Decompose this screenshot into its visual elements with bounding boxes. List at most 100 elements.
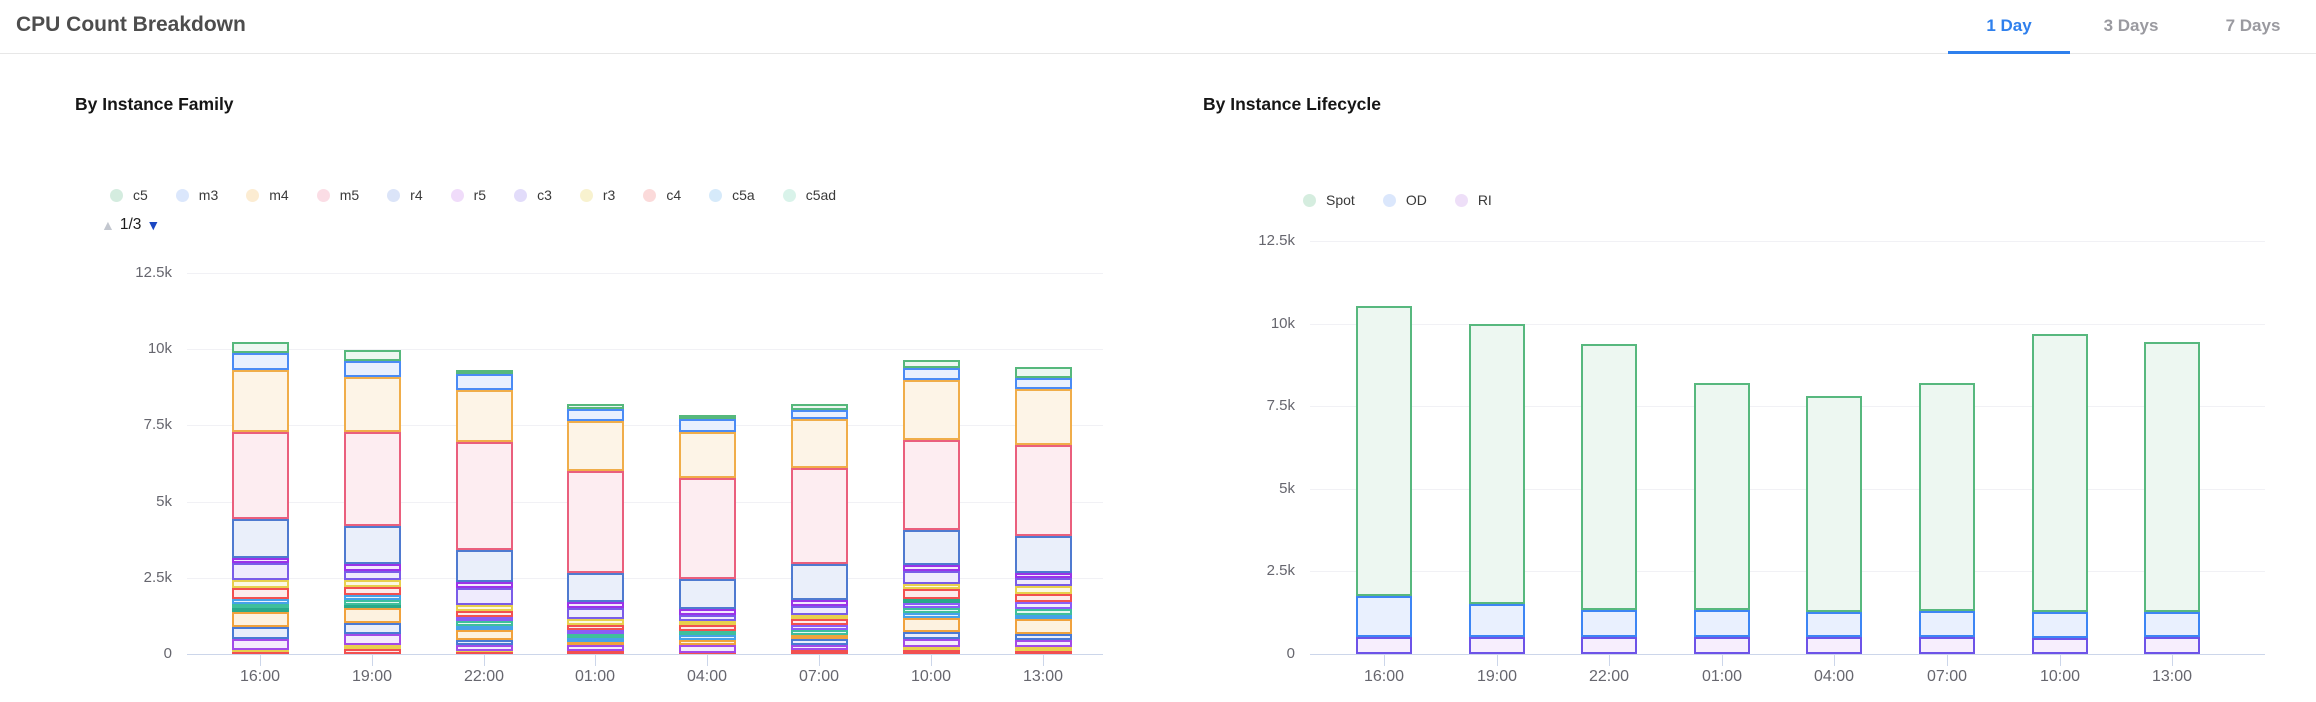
bar-segment-m5[interactable] [566, 471, 624, 573]
bar-segment-y2[interactable] [1014, 646, 1072, 651]
bar-segment-m3[interactable] [1014, 377, 1072, 389]
bar-segment-r3[interactable] [343, 580, 401, 587]
bar-segment-c3[interactable] [1014, 578, 1072, 586]
bar-segment-spot[interactable] [2144, 341, 2200, 612]
bar-segment-ri[interactable] [1806, 636, 1862, 654]
bar-segment-r4[interactable] [902, 529, 960, 565]
bar-segment-c4[interactable] [455, 611, 513, 617]
bar-segment-m3[interactable] [343, 361, 401, 378]
legend-page-up-icon[interactable]: ▲ [101, 217, 115, 233]
bar-segment-t2[interactable] [231, 607, 289, 612]
bar-segment-ri[interactable] [1919, 636, 1975, 654]
bar-segment-r4[interactable] [678, 579, 736, 610]
bar-segment-spot[interactable] [1581, 344, 1637, 611]
bar-segment-r5[interactable] [678, 609, 736, 616]
bar-segment-r3[interactable] [231, 580, 289, 589]
bar-segment-r3[interactable] [902, 583, 960, 590]
bar-segment-ri[interactable] [1356, 636, 1412, 654]
bar-segment-y2[interactable] [902, 646, 960, 651]
legend-item-r3[interactable]: r3 [579, 187, 615, 203]
bar-segment-r5[interactable] [231, 558, 289, 563]
bar-segment-c5a[interactable] [455, 625, 513, 631]
tab-7-days[interactable]: 7 Days [2225, 16, 2281, 35]
bar-segment-od[interactable] [1581, 610, 1637, 637]
bar-segment-c5ad[interactable] [790, 630, 848, 635]
bar-segment-c5ad[interactable] [902, 607, 960, 613]
tab-3-days[interactable]: 3 Days [2103, 16, 2159, 35]
bar-segment-c4[interactable] [343, 586, 401, 596]
bar-segment-od[interactable] [1694, 610, 1750, 637]
bar-segment-ri[interactable] [1694, 636, 1750, 654]
bar-segment-m5[interactable] [678, 477, 736, 580]
bar-segment-c5[interactable] [455, 369, 513, 374]
bar-segment-v2[interactable] [902, 602, 960, 608]
bar-segment-c5ad[interactable] [566, 633, 624, 638]
bar-segment-c4[interactable] [678, 625, 736, 632]
bar-segment-c3[interactable] [902, 571, 960, 584]
bar-segment-c5a[interactable] [902, 612, 960, 619]
bar-segment-c5[interactable] [678, 414, 736, 419]
bar-segment-c5ad[interactable] [678, 631, 736, 636]
bar-segment-od[interactable] [1806, 611, 1862, 637]
bar-segment-c5ad[interactable] [455, 621, 513, 626]
legend-item-r4[interactable]: r4 [387, 187, 423, 203]
bar-segment-t2[interactable] [902, 598, 960, 603]
bar-segment-r3[interactable] [790, 615, 848, 620]
bar-segment-r5[interactable] [790, 600, 848, 606]
bar-segment-b2[interactable] [790, 639, 848, 645]
bar-segment-c5ad[interactable] [231, 603, 289, 608]
bar-segment-r5[interactable] [455, 581, 513, 588]
bar-segment-p2[interactable] [231, 638, 289, 651]
bar-segment-b2[interactable] [231, 626, 289, 639]
bar-segment-m3[interactable] [566, 408, 624, 422]
bar-segment-c5ad[interactable] [343, 600, 401, 605]
bar-segment-r4[interactable] [790, 564, 848, 601]
bar-segment-m4[interactable] [678, 432, 736, 478]
bar-segment-m3[interactable] [678, 418, 736, 433]
bar-segment-m5[interactable] [902, 439, 960, 530]
bar-segment-ri[interactable] [1469, 636, 1525, 654]
legend-item-c5a[interactable]: c5a [709, 187, 755, 203]
bar-segment-c5a[interactable] [231, 598, 289, 604]
bar-segment-r2[interactable] [790, 650, 848, 654]
bar-segment-m4[interactable] [231, 369, 289, 432]
bar-segment-r4[interactable] [1014, 535, 1072, 573]
legend-item-ri[interactable]: RI [1454, 192, 1492, 208]
bar-segment-c3[interactable] [566, 608, 624, 620]
bar-segment-y2[interactable] [343, 644, 401, 649]
legend-item-od[interactable]: OD [1382, 192, 1427, 208]
bar-segment-od[interactable] [2032, 611, 2088, 639]
bar-segment-v2[interactable] [790, 625, 848, 631]
bar-segment-p2[interactable] [566, 645, 624, 651]
bar-segment-c5a[interactable] [678, 635, 736, 641]
bar-segment-c4[interactable] [902, 589, 960, 599]
bar-segment-o2[interactable] [790, 634, 848, 640]
bar-segment-od[interactable] [1919, 611, 1975, 637]
bar-segment-c4[interactable] [566, 625, 624, 631]
bar-segment-p2[interactable] [455, 644, 513, 652]
bar-segment-m4[interactable] [343, 377, 401, 432]
bar-segment-c4[interactable] [1014, 593, 1072, 602]
bar-segment-c5a[interactable] [343, 595, 401, 601]
bar-segment-m5[interactable] [455, 441, 513, 551]
tab-1-day[interactable]: 1 Day [1948, 0, 2070, 54]
legend-item-c3[interactable]: c3 [514, 187, 552, 203]
legend-item-c5[interactable]: c5 [110, 187, 148, 203]
bar-segment-c5[interactable] [902, 359, 960, 369]
bar-segment-r2[interactable] [1014, 650, 1072, 654]
bar-segment-r4[interactable] [566, 572, 624, 602]
bar-segment-b2[interactable] [343, 622, 401, 634]
bar-segment-c5[interactable] [343, 350, 401, 362]
bar-segment-c3[interactable] [790, 605, 848, 616]
bar-segment-m3[interactable] [231, 352, 289, 370]
bar-segment-c5a[interactable] [1014, 615, 1072, 620]
bar-segment-od[interactable] [1469, 603, 1525, 637]
bar-segment-c5a[interactable] [566, 637, 624, 643]
bar-segment-c3[interactable] [455, 587, 513, 606]
bar-segment-b2[interactable] [1014, 633, 1072, 641]
bar-segment-c4[interactable] [231, 588, 289, 599]
bar-segment-od[interactable] [2144, 611, 2200, 638]
bar-segment-v2[interactable] [455, 616, 513, 622]
bar-segment-od[interactable] [1356, 595, 1412, 637]
bar-segment-o2[interactable] [455, 630, 513, 641]
